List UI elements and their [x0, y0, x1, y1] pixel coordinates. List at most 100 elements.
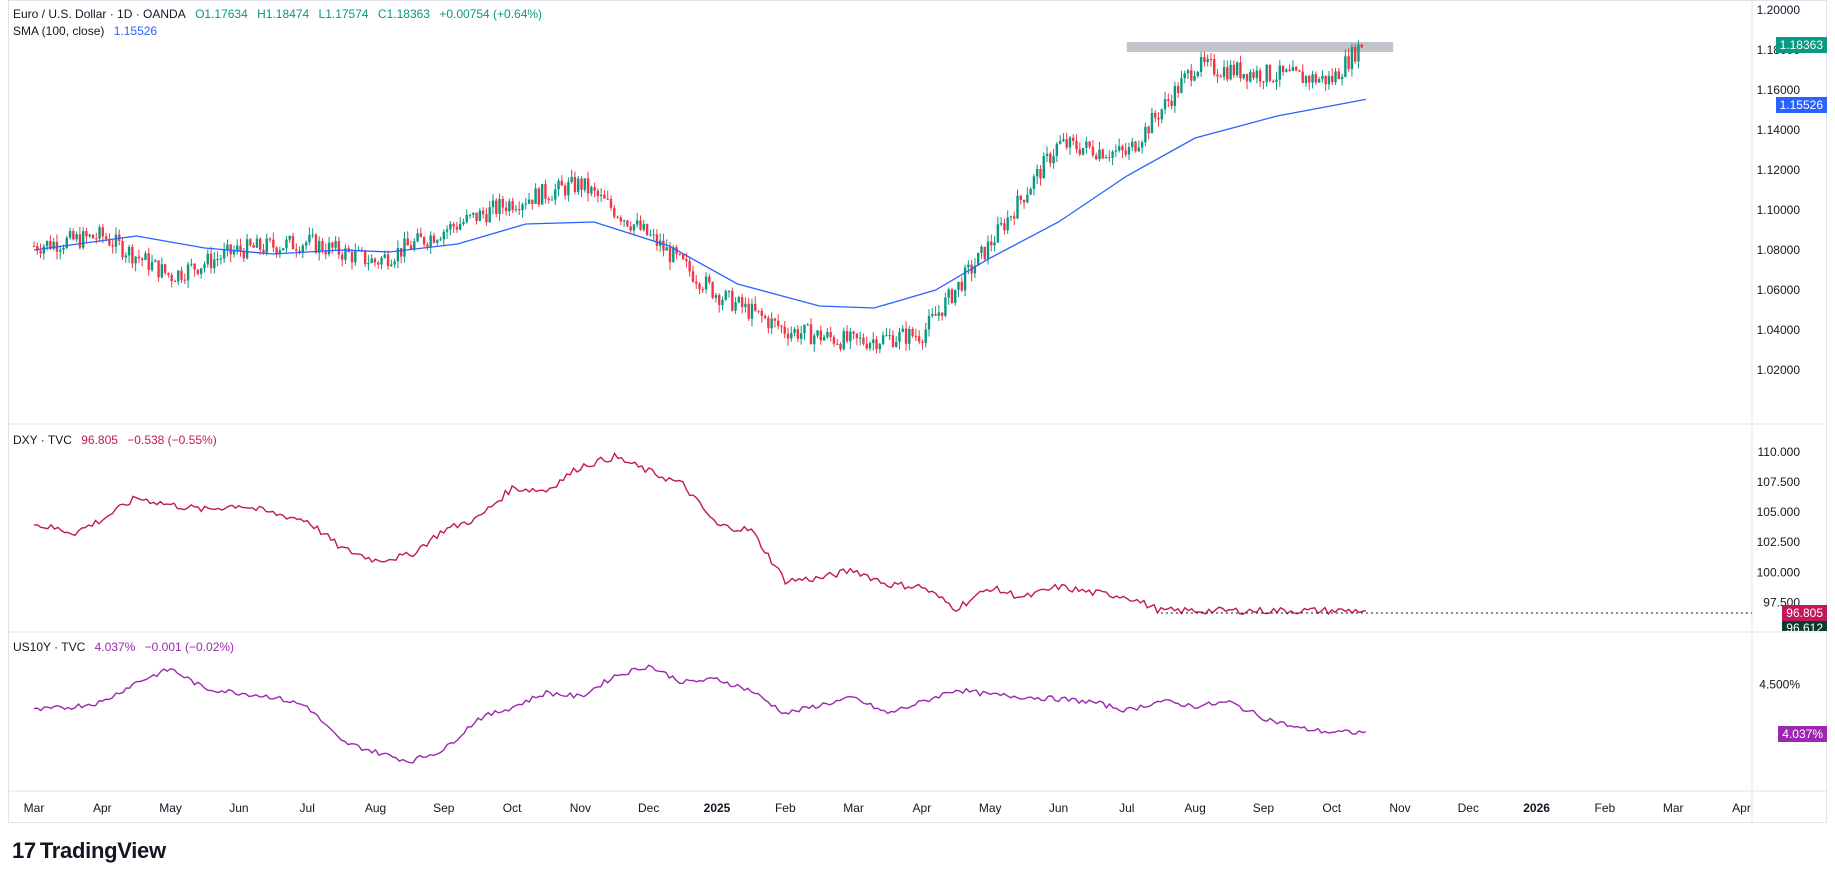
candle-body	[262, 249, 265, 253]
candle-body	[580, 178, 583, 190]
candle-body	[1311, 74, 1314, 83]
candle-body	[291, 236, 295, 250]
candle-body	[498, 199, 501, 214]
candle-body	[1314, 74, 1318, 83]
candle-body	[796, 329, 800, 339]
candle-body	[1344, 56, 1347, 77]
candle-body	[924, 329, 927, 343]
candle-body	[986, 241, 990, 260]
candle-body	[957, 281, 960, 290]
time-axis-label: Sep	[1253, 801, 1275, 815]
candle-body	[1183, 73, 1186, 79]
candle-body	[540, 184, 544, 205]
candle-body	[609, 199, 613, 208]
candle-body	[704, 276, 708, 290]
candle-body	[583, 178, 586, 190]
candle-body	[239, 245, 242, 251]
candle-body	[740, 297, 744, 308]
candle-body	[999, 223, 1003, 225]
candle-body	[59, 249, 62, 252]
candle-body	[386, 254, 390, 267]
candle-body	[839, 343, 842, 350]
candle-body	[944, 297, 947, 316]
us10y-price-axis[interactable]: 4.500%	[1759, 677, 1800, 691]
candle-body	[754, 303, 757, 311]
dxy-axis-tick-label: 102.500	[1757, 535, 1801, 549]
candle-body	[963, 267, 967, 291]
candle-body	[904, 328, 908, 344]
time-axis[interactable]: Mar Apr May Jun Jul Aug Sep Oct Nov Dec 2025 Feb Mar…	[24, 801, 1751, 815]
candle-body	[32, 246, 36, 247]
candle-body	[245, 239, 249, 259]
candle-body	[1196, 71, 1200, 76]
sma-name: SMA (100, close)	[13, 24, 105, 38]
eurusd-axis-tick-label: 1.12000	[1757, 163, 1801, 177]
candle-body	[134, 256, 137, 264]
candle-body	[354, 251, 357, 263]
candle-body	[429, 235, 432, 247]
candle-body	[1235, 62, 1239, 76]
candle-body	[708, 276, 711, 283]
candle-body	[390, 264, 393, 267]
candle-body	[527, 199, 531, 204]
time-axis-label: Jul	[1119, 801, 1134, 815]
candle-body	[504, 207, 508, 212]
candle-body	[1114, 150, 1118, 152]
candle-body	[78, 234, 82, 248]
candle-body	[990, 241, 993, 246]
dxy-price-axis[interactable]: 110.000107.500105.000102.500100.00097.50…	[1757, 445, 1801, 609]
candle-body	[449, 223, 452, 230]
candle-body	[170, 274, 173, 281]
candle-body	[819, 330, 823, 341]
candle-body	[1019, 195, 1022, 200]
candle-body	[39, 250, 42, 254]
candle-body	[875, 339, 878, 350]
candle-body	[419, 233, 423, 238]
time-axis-label: Apr	[93, 801, 112, 815]
candle-body	[104, 236, 108, 240]
change-value: +0.00754 (+0.64%)	[439, 7, 543, 21]
candle-body	[806, 324, 809, 326]
candle-body	[331, 242, 334, 248]
candle-body	[672, 247, 675, 263]
candle-body	[124, 255, 127, 258]
candle-body	[1193, 75, 1196, 81]
eurusd-axis-tick-label: 1.08000	[1757, 243, 1801, 257]
candle-body	[776, 320, 780, 327]
candle-body	[75, 234, 78, 240]
candle-body	[967, 264, 970, 268]
candle-body	[1255, 70, 1259, 78]
candle-body	[144, 253, 147, 260]
eurusd-price-axis[interactable]: 1.200001.180001.160001.140001.120001.100…	[1757, 3, 1801, 377]
candle-body	[767, 317, 770, 329]
candle-body	[160, 264, 164, 278]
candle-body	[337, 241, 341, 255]
sma-legend[interactable]: SMA (100, close) 1.15526	[13, 23, 163, 39]
candle-body	[1285, 69, 1288, 72]
candle-body	[127, 246, 131, 256]
tradingview-logo[interactable]: 17 TradingView	[12, 838, 166, 864]
candle-body	[649, 234, 652, 236]
candle-body	[573, 176, 577, 192]
symbol-legend[interactable]: Euro / U.S. Dollar · 1D · OANDA O1.17634…	[13, 6, 548, 22]
candle-body	[790, 332, 793, 339]
candle-body	[836, 343, 839, 345]
candle-body	[845, 331, 849, 342]
candle-body	[701, 289, 704, 291]
dxy-legend[interactable]: DXY · TVC 96.805 −0.538 (−0.55%)	[13, 432, 223, 448]
candle-body	[177, 270, 180, 282]
candle-body	[1042, 155, 1045, 179]
candle-body	[908, 329, 911, 344]
candle-body	[150, 261, 154, 271]
candle-body	[547, 198, 550, 200]
candle-body	[1340, 76, 1344, 80]
candle-body	[196, 269, 200, 274]
candle-body	[216, 258, 219, 260]
candle-body	[895, 341, 898, 347]
us10y-legend[interactable]: US10Y · TVC 4.037% −0.001 (−0.02%)	[13, 639, 240, 655]
resistance-zone[interactable]	[1126, 42, 1394, 52]
candle-body	[613, 207, 616, 217]
candle-body	[698, 283, 701, 290]
candle-body	[1095, 155, 1098, 160]
